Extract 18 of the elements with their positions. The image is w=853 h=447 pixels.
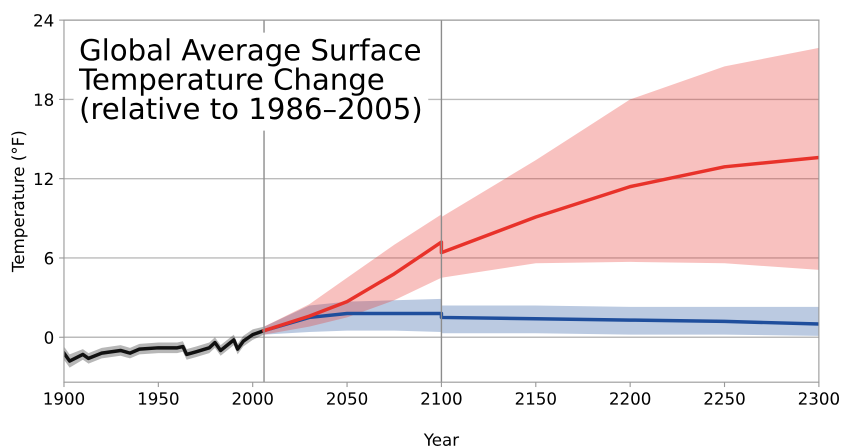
x-axis-title: Year (424, 434, 460, 446)
x-tick-label: 2000 (232, 392, 273, 405)
x-tick-label: 2050 (327, 392, 368, 405)
line-series (262, 156, 819, 332)
y-tick-label: 6 (44, 252, 54, 265)
x-tick-label: 2300 (798, 392, 839, 405)
y-tick-label: 0 (44, 331, 54, 344)
y-axis-title: Temperature (°F) (11, 132, 28, 272)
x-tick-label: 1950 (138, 392, 178, 405)
y-tick-label: 12 (34, 172, 53, 186)
text: Global Average Surface Temperature Change (relative to 1986–2005) (78, 38, 420, 123)
x-tick-label: 2250 (704, 392, 745, 405)
x-tick-label: 2150 (516, 392, 556, 405)
x-tick-label: 2100 (421, 392, 462, 405)
y-tick-label: 18 (34, 93, 54, 106)
x-tick-label: 1900 (44, 392, 84, 405)
x-tick-label: 2200 (610, 392, 650, 405)
y-tick-label: 24 (34, 14, 54, 26)
